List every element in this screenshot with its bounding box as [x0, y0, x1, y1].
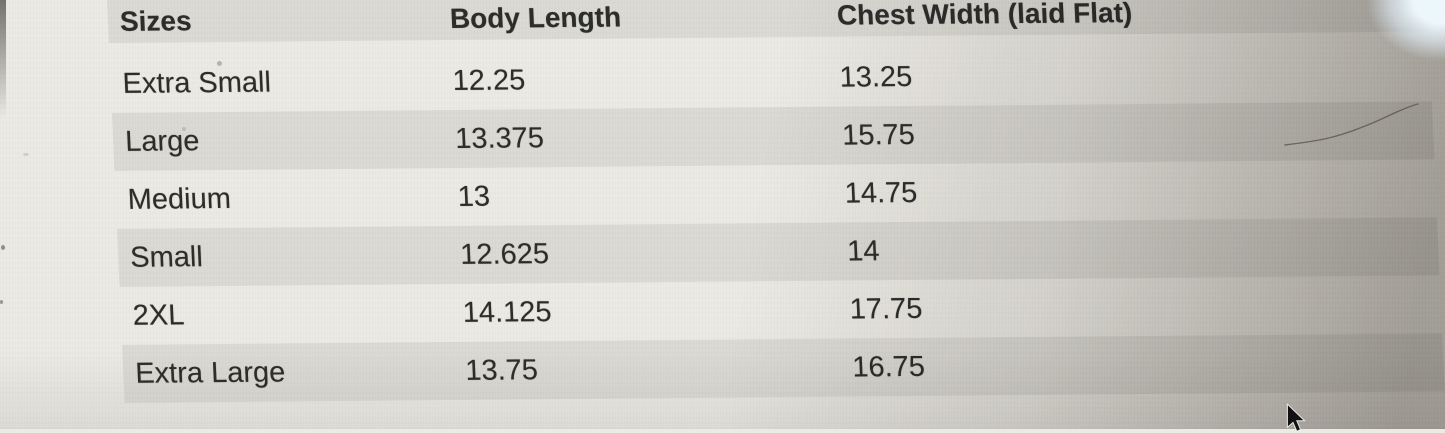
body-length-cell: 12.25 [451, 63, 526, 97]
column-header-sizes: Sizes [119, 4, 193, 37]
size-chart-table: Sizes Body Length Chest Width (laid Flat… [107, 0, 1445, 403]
hair-strand [1284, 103, 1419, 146]
table-header-row: Sizes Body Length Chest Width (laid Flat… [107, 0, 1429, 43]
size-cell: Small [129, 240, 204, 274]
dust-speck [0, 300, 3, 304]
dust-speck [1, 245, 5, 250]
body-length-cell: 12.625 [459, 237, 550, 271]
size-cell: Extra Large [134, 355, 286, 390]
chest-width-cell: 17.75 [849, 292, 924, 326]
column-header-body-length: Body Length [449, 1, 622, 34]
body-length-cell: 14.125 [462, 295, 553, 329]
dust-speck [182, 127, 186, 131]
size-cell: Medium [127, 182, 232, 216]
body-length-cell: 13.75 [464, 353, 539, 387]
size-cell: Large [124, 124, 201, 158]
size-cell: Extra Small [121, 66, 272, 100]
table-row: Extra Large 13.75 16.75 [122, 333, 1445, 403]
chest-width-cell: 13.25 [838, 60, 913, 94]
column-header-chest-width: Chest Width (laid Flat) [836, 0, 1133, 31]
chest-width-cell: 16.75 [851, 350, 926, 384]
chest-width-cell: 14 [846, 234, 881, 268]
size-cell: 2XL [132, 298, 186, 332]
photo-edge-shadow [0, 0, 6, 118]
table-body: Extra Small 12.25 13.25 Large 13.375 15.… [109, 43, 1445, 403]
dust-speck [23, 153, 29, 156]
dust-speck [217, 61, 222, 66]
chest-width-cell: 14.75 [843, 176, 918, 210]
body-length-cell: 13.375 [454, 121, 545, 155]
body-length-cell: 13 [456, 180, 491, 213]
